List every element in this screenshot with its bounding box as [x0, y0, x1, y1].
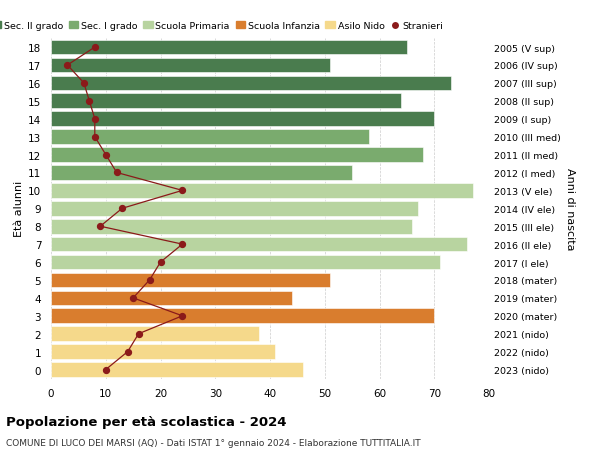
Point: [112, 169, 121, 177]
Point: [178, 313, 187, 320]
Point: [85, 98, 94, 105]
Bar: [51, 309, 434, 324]
Legend: Sec. II grado, Sec. I grado, Scuola Primaria, Scuola Infanzia, Asilo Nido, Stran: Sec. II grado, Sec. I grado, Scuola Prim…: [0, 22, 443, 31]
Bar: [51, 291, 292, 306]
Bar: [51, 255, 440, 270]
Point: [90, 116, 100, 123]
Point: [178, 187, 187, 195]
Text: Popolazione per età scolastica - 2024: Popolazione per età scolastica - 2024: [6, 415, 287, 428]
Bar: [51, 273, 330, 288]
Bar: [51, 130, 368, 145]
Bar: [51, 345, 275, 359]
Point: [90, 134, 100, 141]
Bar: [51, 148, 424, 162]
Y-axis label: Anni di nascita: Anni di nascita: [565, 168, 575, 250]
Bar: [51, 94, 401, 109]
Text: COMUNE DI LUCO DEI MARSI (AQ) - Dati ISTAT 1° gennaio 2024 - Elaborazione TUTTIT: COMUNE DI LUCO DEI MARSI (AQ) - Dati IST…: [6, 438, 421, 448]
Point: [95, 223, 105, 230]
Bar: [51, 237, 467, 252]
Bar: [51, 112, 434, 127]
Bar: [51, 58, 330, 73]
Bar: [51, 363, 303, 377]
Point: [101, 151, 110, 159]
Bar: [51, 76, 451, 91]
Point: [123, 348, 133, 356]
Point: [90, 44, 100, 51]
Bar: [51, 184, 473, 198]
Point: [128, 295, 138, 302]
Point: [79, 80, 89, 87]
Point: [101, 366, 110, 374]
Point: [134, 330, 143, 338]
Bar: [51, 166, 352, 180]
Point: [62, 62, 72, 69]
Point: [178, 241, 187, 248]
Bar: [51, 202, 418, 216]
Bar: [51, 41, 407, 55]
Point: [118, 205, 127, 213]
Bar: [51, 219, 412, 234]
Bar: [51, 327, 259, 341]
Y-axis label: Età alunni: Età alunni: [14, 181, 24, 237]
Point: [145, 277, 154, 284]
Point: [156, 259, 166, 266]
